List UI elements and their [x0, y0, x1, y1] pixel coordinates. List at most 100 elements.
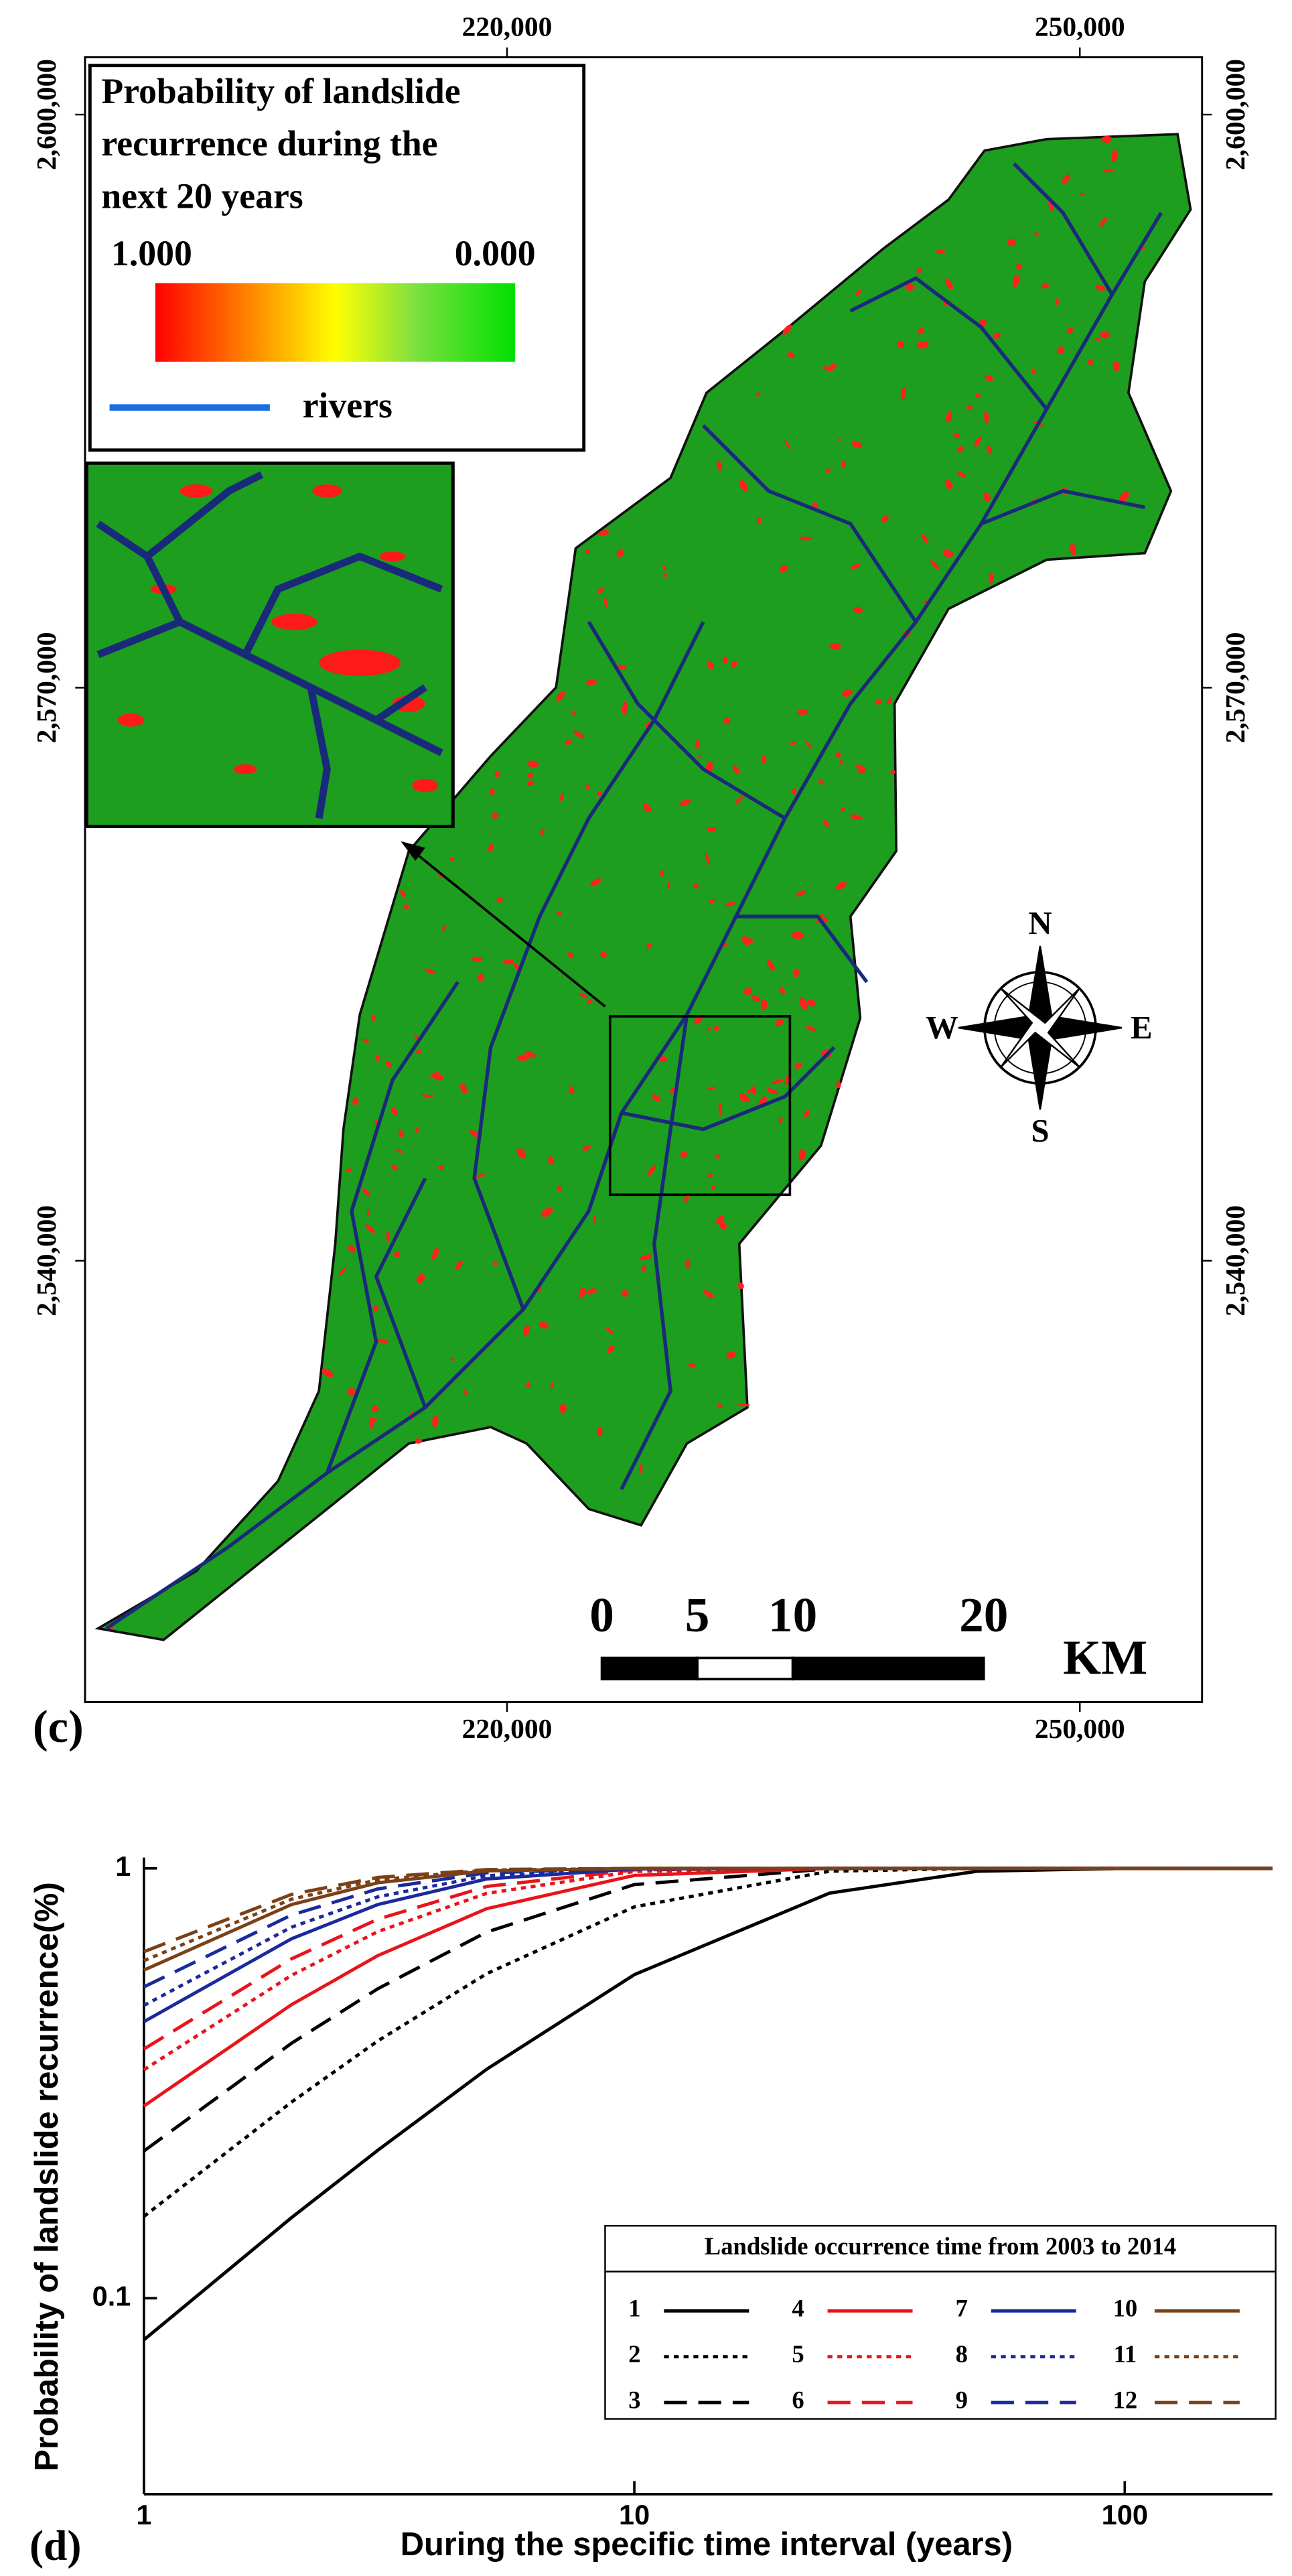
landslide-spot	[737, 1403, 750, 1407]
river	[145, 471, 264, 559]
landslide-spot	[557, 1186, 563, 1192]
landslide-spot	[799, 998, 808, 1010]
landslide-spot	[386, 1230, 390, 1243]
landslide-spot	[1067, 327, 1074, 334]
legend-box	[88, 64, 586, 452]
y-tick-label: 2,570,000	[31, 632, 62, 743]
landslide-spot	[345, 1168, 353, 1172]
landslide-spot	[496, 897, 504, 903]
y-tick-label: 2,540,000	[31, 1205, 62, 1316]
landslide-spot	[1012, 274, 1020, 287]
compass-n: N	[1028, 904, 1052, 941]
compass-e: E	[1131, 1009, 1153, 1046]
landslide-spot	[723, 717, 731, 725]
landslide-spot	[557, 911, 562, 917]
landslide-spot	[1062, 174, 1070, 184]
landslide-spot	[713, 1026, 719, 1031]
x-tick-label: 220,000	[462, 11, 553, 42]
landslide-spot	[791, 931, 804, 939]
landslide-spot	[526, 1382, 531, 1387]
landslide-spot	[1102, 168, 1115, 173]
landslide-spot	[526, 780, 534, 786]
landslide-spot	[415, 1438, 422, 1444]
landslide-spot	[416, 1048, 422, 1055]
landslide-spot	[782, 324, 792, 335]
landslide-spot	[796, 709, 808, 715]
landslide-spot	[1101, 135, 1112, 143]
landslide-spot	[715, 1154, 721, 1159]
landslide-spot	[923, 600, 928, 604]
river	[325, 981, 459, 1474]
landslide-spot	[516, 1148, 526, 1154]
panel-label: (d)	[29, 2521, 82, 2569]
landslide-spot	[784, 439, 791, 450]
series-line	[143, 1867, 1273, 1962]
landslide-spot	[421, 1094, 434, 1097]
landslide-spot	[905, 283, 915, 291]
chart: Probability of landslide recurrence(%) D…	[29, 1850, 1277, 2569]
scale-segment	[600, 1656, 699, 1681]
landslide-spot	[565, 740, 572, 745]
landslide-spot	[516, 1054, 530, 1061]
landslide-spot	[586, 679, 597, 685]
river	[1012, 162, 1114, 296]
scale-label: 20	[959, 1588, 1008, 1642]
river	[702, 424, 918, 623]
river	[105, 212, 1163, 1630]
landslide-spot	[805, 1026, 816, 1032]
landslide-spot	[556, 691, 565, 701]
landslide-spot	[590, 878, 602, 886]
landslide-spot	[494, 770, 500, 778]
landslide-spot	[680, 1151, 687, 1158]
landslide-spot	[747, 1088, 752, 1093]
y-tick-label: 2,570,000	[1220, 632, 1250, 743]
landslide-spot	[835, 752, 841, 758]
landslide-spot	[1100, 331, 1110, 339]
landslide-spot	[1088, 359, 1094, 365]
landslide-spot	[646, 943, 652, 949]
landslide-spot	[616, 549, 624, 557]
river	[374, 684, 427, 724]
landslide-spot	[945, 278, 953, 290]
landslide-spot	[760, 999, 768, 1010]
landslide-spot	[918, 328, 925, 334]
x-axis-title: During the specific time interval (years…	[401, 2526, 1013, 2563]
landslide-spot	[858, 766, 866, 774]
landslide-spot	[766, 959, 776, 971]
scale-unit: KM	[1063, 1631, 1147, 1685]
landslide-spot	[471, 956, 483, 961]
landslide-spot	[851, 563, 861, 569]
landslide-spot	[684, 1195, 690, 1203]
landslide-spot	[826, 468, 831, 474]
panel-label: (c)	[33, 1701, 84, 1752]
scale-label: 5	[685, 1588, 710, 1642]
landslide-spot	[818, 778, 824, 785]
landslide-spot	[321, 1368, 334, 1377]
landslide-spot	[787, 352, 795, 358]
landslide-spot	[425, 968, 436, 975]
landslide-spot	[823, 819, 829, 827]
landslide-spot	[477, 973, 485, 981]
landslide-spot	[569, 1086, 575, 1095]
landslide-spot	[622, 701, 628, 715]
landslide-spot	[946, 411, 952, 423]
landslide-spot	[450, 1357, 455, 1361]
landslide-spot	[429, 1071, 439, 1078]
x-tick-label: 10	[619, 2499, 650, 2530]
landslide-spot	[597, 1426, 603, 1436]
landslide-spot	[347, 1387, 355, 1396]
landslide-spot	[400, 890, 407, 898]
landslide-spot	[394, 1251, 401, 1258]
landslide-spot	[853, 606, 863, 613]
landslide-spot	[842, 689, 853, 697]
landslide-spot	[1094, 284, 1106, 291]
river	[981, 489, 1145, 526]
landslide-spot	[812, 502, 818, 509]
landslide-spot	[719, 1221, 727, 1230]
landslide-spot	[983, 492, 991, 502]
y-tick-label: 0.1	[92, 2280, 131, 2311]
landslide-spot	[390, 1107, 399, 1115]
landslide-spot	[921, 533, 929, 544]
x-tick-label: 250,000	[1035, 11, 1125, 42]
landslide-spot	[772, 1079, 783, 1085]
